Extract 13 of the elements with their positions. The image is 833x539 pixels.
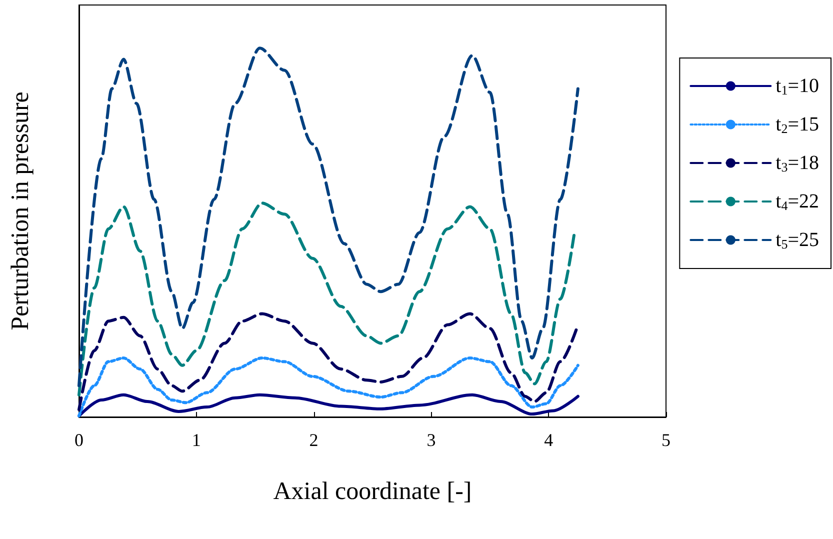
- x-tick-label: 0: [74, 430, 84, 450]
- y-axis-title: Perturbation in pressure: [7, 92, 34, 330]
- legend-label: t4=22: [776, 190, 819, 213]
- x-axis-title: Axial coordinate [-]: [273, 478, 472, 505]
- x-tick-label: 4: [544, 430, 554, 450]
- legend-label: t5=25: [776, 229, 819, 252]
- legend-label: t1=10: [776, 75, 819, 98]
- x-tick-label: 2: [309, 430, 318, 450]
- x-tick-label: 3: [426, 430, 436, 450]
- legend-label: t3=18: [776, 152, 819, 174]
- x-tick-label: 1: [192, 430, 201, 450]
- legend-label: t2=15: [776, 114, 819, 136]
- x-tick-label: 5: [662, 430, 670, 450]
